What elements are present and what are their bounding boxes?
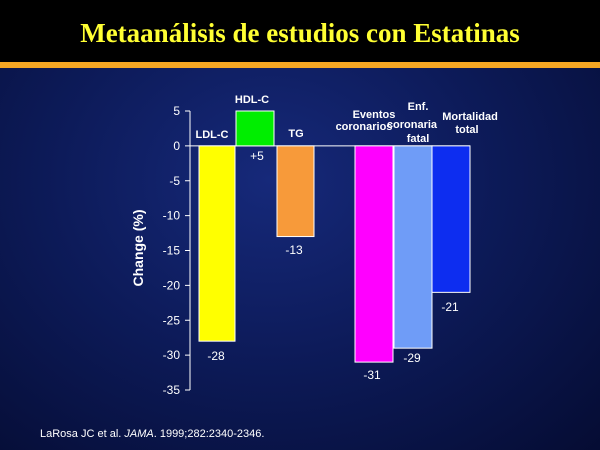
- bar-value-label: -13: [285, 243, 303, 257]
- bar-category-label: fatal: [407, 133, 430, 145]
- bar-value-label: -29: [403, 351, 421, 365]
- bar: [431, 145, 471, 293]
- bar-category-label: Enf.: [408, 101, 429, 113]
- accent-divider: [0, 62, 600, 68]
- bar-category-label: Eventos: [353, 109, 396, 121]
- bar-value-label: -28: [207, 349, 225, 363]
- bar: [393, 145, 433, 349]
- bar-value-label: +5: [250, 149, 264, 163]
- y-tick-label: 5: [173, 104, 180, 118]
- slide-title: Metaanálisis de estudios con Estatinas: [80, 18, 520, 48]
- citation-details: . 1999;282:2340-2346.: [153, 428, 265, 440]
- bar-value-label: -21: [441, 300, 459, 314]
- y-tick-label: 0: [173, 139, 180, 153]
- bar: [198, 145, 236, 342]
- bar-category-label: coronaria: [387, 119, 438, 131]
- y-tick-label: -15: [163, 244, 181, 258]
- bar: [235, 110, 275, 147]
- bar-category-label: total: [455, 124, 478, 136]
- y-axis-title: Change (%): [130, 210, 146, 287]
- citation: LaRosa JC et al. JAMA. 1999;282:2340-234…: [40, 428, 264, 440]
- bar-category-label: HDL-C: [235, 94, 269, 106]
- y-tick-label: -25: [163, 313, 181, 327]
- y-tick-label: -10: [163, 209, 181, 223]
- bar-value-label: -31: [363, 368, 381, 382]
- bar: [354, 145, 394, 363]
- y-tick-label: -20: [163, 278, 181, 292]
- bar-category-label: LDL-C: [196, 129, 229, 141]
- bar-category-label: Mortalidad: [442, 111, 498, 123]
- y-tick-label: -5: [169, 174, 180, 188]
- bar-category-label: TG: [288, 128, 303, 140]
- y-tick-label: -35: [163, 383, 181, 397]
- bar: [276, 145, 315, 238]
- citation-journal: JAMA: [124, 428, 154, 440]
- title-band: [0, 0, 600, 62]
- bar-category-label: coronarios: [336, 121, 393, 133]
- y-tick-label: -30: [163, 348, 181, 362]
- citation-authors: LaRosa JC et al.: [40, 428, 125, 440]
